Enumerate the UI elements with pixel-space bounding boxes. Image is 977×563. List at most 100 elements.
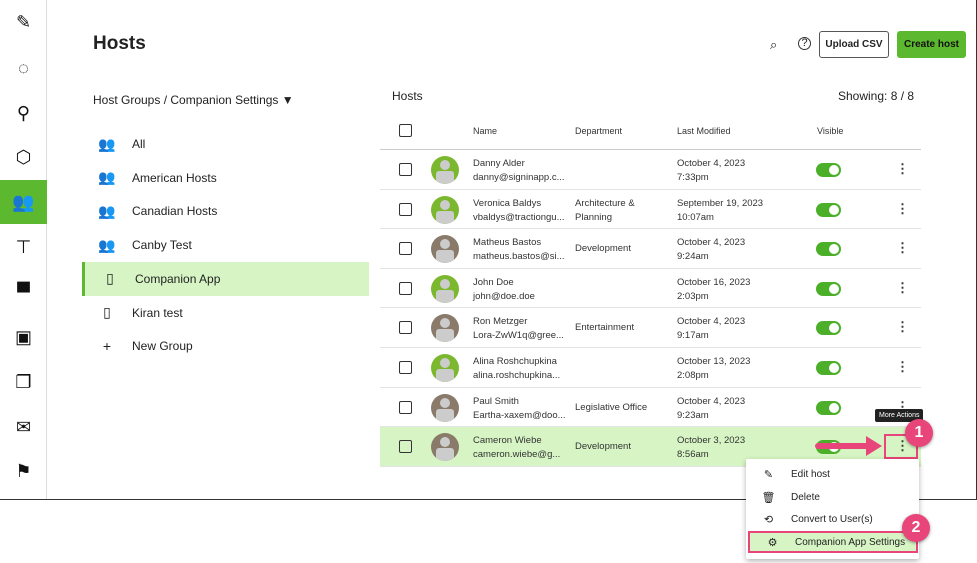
row-checkbox[interactable]: [399, 163, 412, 176]
more-actions-button[interactable]: ⋮: [896, 240, 909, 256]
showing-count: Showing: 8 / 8: [838, 89, 915, 103]
sidebar: ✎ ◌ ⚲ ⬡ 👥 ⊤ ▀ ▣ ❐ ✉ ⚑: [0, 0, 47, 499]
row-checkbox[interactable]: [399, 281, 412, 295]
row-checkbox[interactable]: [399, 321, 412, 335]
flag-icon: ⚑: [15, 460, 32, 481]
menu-item-delete[interactable]: 🗑 Delete: [746, 486, 919, 508]
visible-toggle[interactable]: [816, 163, 841, 177]
sidebar-item-map-pin[interactable]: ⚲: [0, 91, 47, 135]
avatar-body: [436, 408, 454, 422]
avatar-head: [440, 278, 450, 289]
select-all-checkbox[interactable]: [399, 124, 412, 137]
table-row[interactable]: Ron Metzger Lora-ZwW1q@gree... Entertainme…: [380, 308, 921, 348]
circle-icon: ◌: [18, 57, 29, 78]
row-checkbox[interactable]: [399, 202, 412, 216]
more-actions-button[interactable]: ⋮: [896, 359, 909, 374]
host-email: vbaldys@tractiongu...: [473, 211, 565, 223]
paint-roller-icon: ▀: [17, 281, 30, 302]
host-name[interactable]: Danny Alder: [473, 158, 525, 169]
host-name[interactable]: Paul Smith: [473, 395, 519, 407]
signpost-icon: ⊤: [15, 236, 32, 257]
modified-date: September 19, 2023: [677, 197, 764, 209]
host-email: Eartha-xaxem@doo...: [473, 409, 566, 421]
table-row[interactable]: Danny Alder danny@signinapp.c... October 4…: [380, 150, 921, 190]
more-actions-button[interactable]: ⋮: [896, 161, 909, 176]
department: Legislative Office: [575, 401, 648, 413]
sidebar-item-documents[interactable]: ❐: [0, 360, 47, 404]
modified-time: 9:23am: [677, 409, 709, 421]
host-name[interactable]: Veronica Baldys: [473, 197, 542, 209]
trash-icon: 🗑: [761, 491, 776, 504]
more-actions-button[interactable]: ⋮: [896, 319, 909, 335]
sidebar-item-mail[interactable]: ✉: [0, 405, 47, 449]
create-host-button[interactable]: Create host: [897, 31, 966, 58]
sidebar-item-pencil[interactable]: ✎: [0, 0, 47, 44]
host-name[interactable]: John Doe: [473, 276, 514, 288]
modified-time: 8:56am: [677, 449, 709, 461]
visible-toggle[interactable]: [816, 361, 841, 375]
upload-csv-button[interactable]: Upload CSV: [819, 31, 889, 58]
help-icon[interactable]: ?: [798, 37, 811, 50]
table-row[interactable]: Veronica Baldys vbaldys@tractiongu... Arch…: [380, 190, 921, 230]
modified-date: October 4, 2023: [677, 316, 746, 328]
group-item[interactable]: 👥 Canby Test: [82, 228, 369, 262]
header-department[interactable]: Department: [575, 126, 623, 136]
visible-toggle[interactable]: [816, 321, 841, 336]
host-name[interactable]: Ron Metzger: [473, 316, 528, 328]
edit-icon: ✎: [763, 468, 774, 481]
more-actions-button[interactable]: ⋮: [896, 200, 909, 216]
avatar-head: [440, 199, 450, 210]
sidebar-item-flag[interactable]: ⚑: [0, 449, 47, 493]
visible-toggle[interactable]: [816, 400, 841, 415]
menu-item-companion-app-settings[interactable]: ⚙ Companion App Settings: [748, 531, 918, 553]
menu-item-label: Convert to User(s): [791, 513, 873, 525]
row-checkbox[interactable]: [399, 361, 412, 374]
sidebar-item-signpost[interactable]: ⊤: [0, 225, 47, 269]
sidebar-item-id-card[interactable]: ▣: [0, 315, 47, 359]
modified-time: 2:03pm: [677, 290, 709, 302]
package-icon: ⬡: [15, 146, 32, 167]
group-item[interactable]: 👥 Canadian Hosts: [82, 194, 369, 228]
row-checkbox[interactable]: [399, 400, 412, 414]
group-item[interactable]: + New Group: [82, 329, 369, 363]
group-item[interactable]: 👥 All: [82, 127, 369, 161]
menu-item-convert-to-user-s[interactable]: ⟲ Convert to User(s): [746, 508, 919, 530]
group-item[interactable]: ▯ Kiran test: [82, 296, 369, 330]
group-item[interactable]: ▯ Companion App: [82, 261, 369, 296]
host-name[interactable]: Matheus Bastos: [473, 237, 542, 249]
table-row[interactable]: John Doe john@doe.doe October 16, 2023 2:03…: [380, 269, 921, 309]
header-name[interactable]: Name: [473, 126, 498, 136]
host-name[interactable]: Alina Roshchupkina: [473, 356, 557, 367]
avatar-head: [440, 358, 450, 368]
department: Entertainment: [575, 322, 635, 334]
group-item[interactable]: 👥 American Hosts: [82, 161, 369, 195]
more-actions-button[interactable]: ⋮: [896, 438, 909, 454]
visible-toggle[interactable]: [816, 202, 841, 217]
more-actions-button[interactable]: ⋮: [896, 279, 909, 295]
modified-time: 2:08pm: [677, 370, 709, 381]
avatar-body: [436, 171, 454, 184]
host-name[interactable]: Cameron Wiebe: [473, 435, 542, 447]
avatar-head: [440, 397, 450, 408]
table-row[interactable]: Alina Roshchupkina alina.roshchupkina... O…: [380, 348, 921, 388]
menu-item-edit-host[interactable]: ✎ Edit host: [746, 463, 919, 485]
header-visible[interactable]: Visible: [817, 126, 844, 136]
modified-date: October 16, 2023: [677, 276, 751, 288]
avatar-body: [436, 250, 454, 264]
header-last-modified[interactable]: Last Modified: [677, 126, 731, 136]
search-icon[interactable]: ⌕: [770, 37, 778, 52]
table-row[interactable]: Paul Smith Eartha-xaxem@doo... Legislative…: [380, 388, 921, 428]
table-row[interactable]: Matheus Bastos matheus.bastos@si... Develo…: [380, 229, 921, 269]
people-icon: 👥: [98, 135, 116, 152]
filter-icon[interactable]: ▼: [281, 93, 294, 107]
sidebar-item-paint-roller[interactable]: ▀: [0, 270, 47, 314]
sidebar-item-package[interactable]: ⬡: [0, 135, 47, 179]
row-checkbox[interactable]: [399, 440, 412, 454]
sidebar-item-circle[interactable]: ◌: [0, 46, 47, 90]
group-label: Canadian Hosts: [132, 204, 218, 219]
visible-toggle[interactable]: [816, 281, 841, 296]
visible-toggle[interactable]: [816, 242, 841, 257]
row-checkbox[interactable]: [399, 242, 412, 256]
sidebar-item-hosts[interactable]: 👥: [0, 180, 47, 224]
group-label: Companion App: [135, 271, 221, 286]
